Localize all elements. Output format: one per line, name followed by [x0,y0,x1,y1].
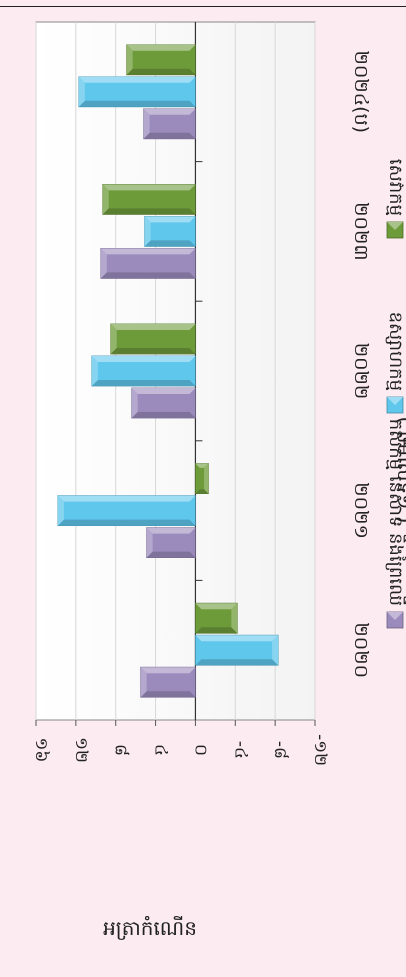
legend-swatch-bevel [387,397,403,405]
bar-bevel-light [140,667,196,674]
bar-bevel-end [57,495,64,526]
bar-bevel-light [195,635,279,642]
bar-bevel-dark [131,412,196,418]
bar [195,634,279,666]
bar-bevel-light [195,603,238,610]
top-rule [0,6,406,7]
legend-entry: កសិកម្ម នេសាទ និងព្រៃឈើ [385,419,406,629]
bar [143,108,196,140]
bar [78,76,196,108]
bar-bevel-end [231,603,238,634]
bar-bevel-light [131,388,196,394]
tick-label: ១២ [71,737,91,763]
bar-bevel-end [91,356,98,386]
bar-bevel-light [57,495,196,502]
bar-bevel-dark [195,489,209,494]
bar-bevel-dark [126,68,196,75]
bar-bevel-end [102,184,109,215]
legend-swatch-bevel [387,222,403,230]
tick-label: -១២ [310,734,330,766]
tick-label: -៨ [270,741,290,759]
bar-bevel-end [143,108,150,139]
category-label: ២០២៣ [350,202,372,260]
bar-bevel-light [110,324,196,330]
legend-entry: សេវាកម្ម [385,159,406,239]
bar [144,215,196,247]
bar-bevel-light [143,108,196,115]
bar [57,495,196,527]
bar-bevel-light [78,76,196,83]
tick-label: ០ [190,744,210,756]
legend-label: កសិកម្ម នេសាទ និងព្រៃឈើ [385,419,406,606]
bar-bevel-end [144,216,151,247]
bar-bevel-end [140,667,147,698]
bar-bevel-light [91,356,196,362]
bar [100,247,196,279]
bar [195,602,238,634]
bar-bevel-end [272,635,279,666]
bar-bevel-dark [110,348,196,354]
bar [146,527,196,558]
bar [126,44,196,76]
category-label: ២០២២ [350,343,372,400]
bar-bevel-dark [195,659,279,666]
bar-bevel-end [131,388,138,418]
bar-bevel-light [195,463,209,468]
bar-bevel-end [146,527,153,558]
tick-label: -៤ [230,741,250,759]
bar-bevel-dark [195,627,238,634]
legend-label: សេវាកម្ម [385,159,406,216]
bar-bevel-dark [146,551,196,558]
bar-bevel-dark [57,519,196,526]
bar-bevel-light [102,184,196,191]
bar-bevel-end [78,76,85,107]
bar-bevel-light [144,216,196,223]
bar-bevel-dark [102,208,196,215]
bar-bevel-dark [78,100,196,107]
bar-bevel-end [110,324,117,354]
bar-bevel-dark [100,272,196,279]
bar-bevel-dark [91,380,196,386]
bar-bevel-light [100,248,196,255]
bar-bevel-end [100,248,107,279]
bar [102,183,196,215]
bar-bevel-light [126,44,196,51]
legend-label: ឧស្សាហកម្ម [385,312,406,391]
category-label: ២០២១ [350,482,372,539]
category-label: ២០២០ [350,622,372,678]
bar-bevel-dark [144,240,196,247]
bar-bevel-dark [143,132,196,139]
bar [131,387,196,419]
axis-label: អត្រាកំណើន [103,915,197,940]
tick-label: ១៦ [31,738,51,763]
chart-subtitle: ( ឆមាសទី១ ) [393,417,406,524]
category-label: ២០២៤(ប) [350,51,372,134]
tick-label: ៨ [111,744,131,756]
bar-bevel-light [146,527,196,534]
legend-entry: ឧស្សាហកម្ម [385,312,406,414]
tick-label: ៤ [151,744,171,756]
legend-swatch-bevel [387,612,403,620]
bar-bevel-end [204,463,209,494]
bar-bevel-dark [140,691,196,698]
bar [110,323,196,355]
bar [195,463,209,495]
bar [140,666,196,698]
bar [91,355,196,387]
bar-bevel-end [126,44,133,75]
